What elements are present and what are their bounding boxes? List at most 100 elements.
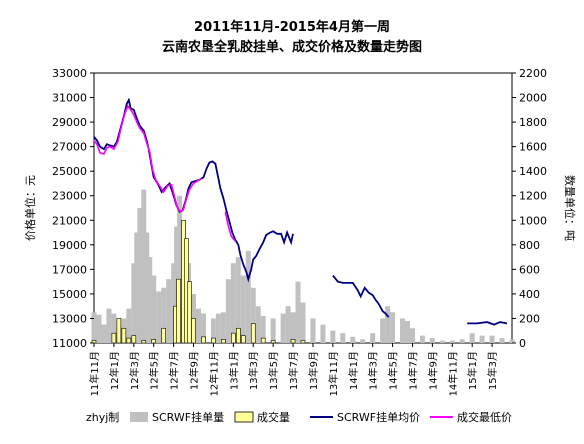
trade-bar xyxy=(176,278,181,344)
volume-bar xyxy=(240,275,246,343)
volume-bar xyxy=(429,338,435,343)
volume-bar xyxy=(235,257,241,343)
x-tick-label: 14年11月 xyxy=(446,351,459,396)
volume-bar xyxy=(390,312,396,343)
left-tick-label: 11000 xyxy=(52,337,87,350)
x-tick-label: 13年9月 xyxy=(307,351,320,390)
x-axis: 11年11月 12年1月 12年3月 12年5月 12年7月 12年9月 12年11月 13年… xyxy=(88,343,499,396)
volume-bar xyxy=(509,339,515,343)
left-tick-label: 17000 xyxy=(52,263,87,276)
right-tick-label: 2000 xyxy=(519,92,547,105)
trade-bar xyxy=(111,332,117,344)
x-tick-label: 14年3月 xyxy=(367,351,380,390)
left-tick-label: 31000 xyxy=(52,92,87,105)
volume-bar xyxy=(295,281,301,343)
x-tick-label: 15年3月 xyxy=(486,351,499,390)
volume-bar xyxy=(144,232,150,343)
right-tick-label: 0 xyxy=(519,337,526,350)
volume-bar xyxy=(91,312,97,343)
left-axis-label: 价格单位：元 xyxy=(23,175,37,241)
trade-bar xyxy=(161,327,166,344)
trade-bar xyxy=(290,339,296,344)
left-tick-label: 15000 xyxy=(52,288,87,301)
right-tick-label: 600 xyxy=(519,263,540,276)
trade-bar xyxy=(131,335,137,344)
volume-bar xyxy=(330,330,336,343)
chart-title-line1: 2011年11月-2015年4月第一周 xyxy=(194,19,390,35)
volume-bar xyxy=(134,232,140,343)
volume-bar xyxy=(310,318,316,343)
volume-bar xyxy=(479,335,485,343)
legend-swatch-trade xyxy=(234,411,254,423)
volume-bar xyxy=(126,308,132,343)
volume-bar xyxy=(200,313,206,343)
trade-bar xyxy=(270,340,276,344)
volume-bar xyxy=(260,316,266,343)
volume-bar xyxy=(166,279,172,343)
right-tick-label: 1600 xyxy=(519,141,547,154)
volume-bar xyxy=(270,318,276,343)
right-axis: 2200200018001600140012001000800600400200… xyxy=(512,67,547,350)
x-tick-label: 14年7月 xyxy=(406,351,419,390)
price-line xyxy=(467,321,508,326)
left-axis: 33000 31000 29000 27000 25000 23000 21000 19000… xyxy=(52,67,94,350)
right-tick-label: 800 xyxy=(519,239,540,252)
volume-bar xyxy=(439,340,445,343)
left-tick-label: 21000 xyxy=(52,214,87,227)
left-tick-label: 33000 xyxy=(52,67,87,80)
volume-bar xyxy=(285,306,291,343)
volume-bar xyxy=(137,208,143,343)
right-tick-label: 1400 xyxy=(519,165,547,178)
x-tick-label: 13年5月 xyxy=(267,351,280,390)
legend-label-avg-price: SCRWF挂单均价 xyxy=(337,410,420,424)
trade-bar xyxy=(236,327,241,344)
volume-bar xyxy=(141,189,147,343)
trade-bar xyxy=(141,340,147,344)
volume-bar xyxy=(96,314,102,343)
trade-bar xyxy=(126,337,132,344)
left-tick-label: 23000 xyxy=(52,190,87,203)
trade-bar xyxy=(151,339,157,344)
right-tick-label: 1200 xyxy=(519,190,547,203)
volume-bar xyxy=(111,313,117,343)
x-tick-label: 13年1月 xyxy=(227,351,240,390)
volume-bar xyxy=(409,328,415,343)
right-tick-label: 400 xyxy=(519,288,540,301)
volume-bar xyxy=(380,318,386,343)
volume-bar xyxy=(255,306,261,343)
trade-bar xyxy=(201,336,206,344)
volume-bar xyxy=(147,257,153,343)
left-tick-label: 27000 xyxy=(52,141,87,154)
right-tick-label: 1800 xyxy=(519,116,547,129)
x-tick-label: 13年3月 xyxy=(247,351,260,390)
left-tick-label: 19000 xyxy=(52,239,87,252)
volume-bar xyxy=(489,335,495,343)
price-lines xyxy=(93,97,508,326)
volume-bar xyxy=(405,320,410,343)
trade-bar xyxy=(221,339,226,344)
volume-bar xyxy=(156,291,162,343)
x-tick-label: 12年11月 xyxy=(207,351,220,396)
right-tick-label: 1000 xyxy=(519,214,547,227)
volume-bar xyxy=(225,279,231,343)
volume-bar xyxy=(370,333,376,343)
price-line xyxy=(224,211,236,242)
trade-bar xyxy=(231,332,236,344)
volume-bar xyxy=(131,263,137,343)
volume-bar xyxy=(177,195,183,343)
volume-bar xyxy=(499,338,505,343)
volume-bar xyxy=(360,339,366,343)
volume-bar xyxy=(171,263,177,343)
x-tick-label: 14年9月 xyxy=(426,351,439,390)
price-line xyxy=(93,104,202,213)
volume-bar xyxy=(215,313,221,343)
legend-swatch-volume xyxy=(130,412,148,422)
volume-bar xyxy=(101,324,107,343)
trade-bar xyxy=(116,318,122,344)
trade-bar xyxy=(300,340,306,344)
volume-bar xyxy=(459,339,465,343)
volume-bar xyxy=(320,324,326,343)
trade-bar xyxy=(240,335,246,344)
x-tick-label: 12年7月 xyxy=(168,351,181,390)
